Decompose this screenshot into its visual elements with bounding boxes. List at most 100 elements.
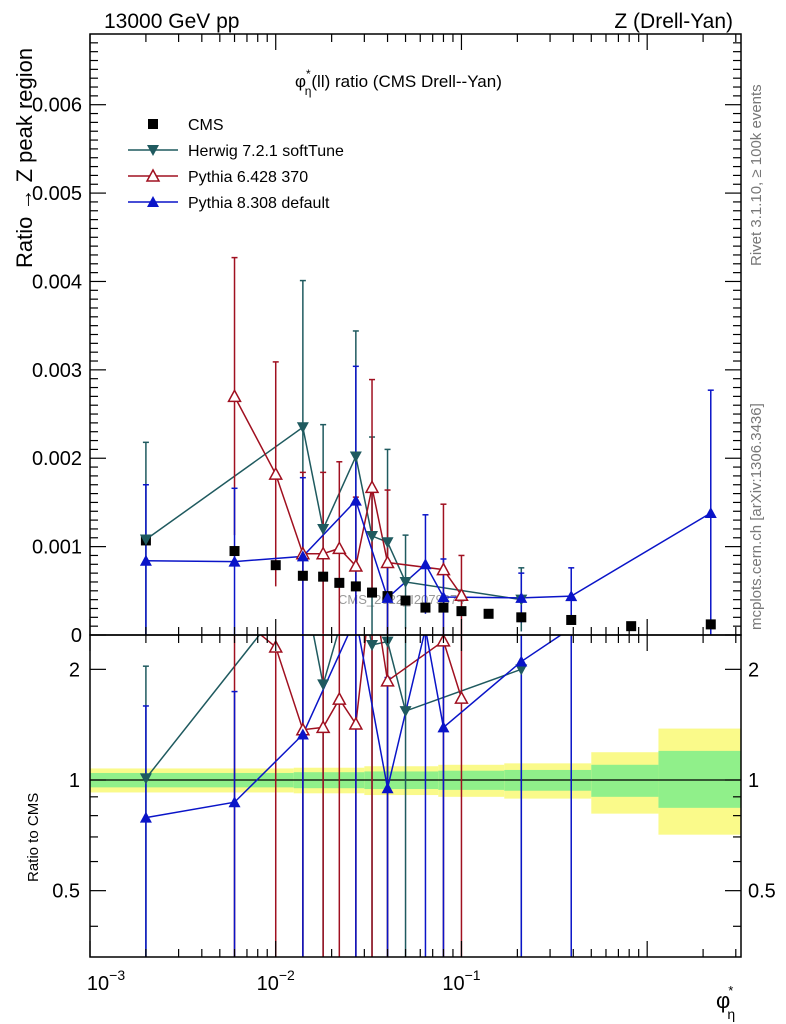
main-series-2-point-6 [364, 479, 380, 494]
ratio-series-1-point-9 [454, 690, 469, 704]
ratio-ytick-2: 2 [69, 659, 80, 681]
main-series-0-point-7 [367, 587, 378, 598]
xtick-1-base: 10 [257, 973, 279, 995]
xtick-0: 10−3 [87, 967, 125, 995]
legend-label-2: Pythia 6.428 370 [188, 169, 308, 186]
ratio-series-0-point-6 [399, 706, 412, 718]
main-series-3-point-7 [515, 591, 528, 603]
ratio-series-2-point-6 [437, 721, 450, 733]
main-series-2-point-5 [348, 558, 364, 572]
ratio-series-2 [142, 635, 572, 957]
main-series-3-point-2 [296, 550, 309, 562]
main-series-0-point-6 [350, 581, 361, 592]
ratio-series-2-point-7 [515, 655, 528, 667]
main-series-0-point-5 [334, 577, 345, 588]
header-left: 13000 GeV pp [104, 10, 239, 33]
legend-marker-0 [148, 119, 158, 129]
main-ytick-5: 0.005 [32, 183, 82, 205]
legend-item-0: CMS [148, 117, 224, 134]
xtick-2-exp: −1 [465, 967, 481, 983]
legend-item-3: Pythia 8.308 default [128, 195, 330, 212]
ratio-uncertainty-bands [90, 728, 741, 835]
title-phi: φ [295, 72, 306, 91]
ratio-series-0-point-4 [366, 639, 379, 651]
legend-marker-1 [147, 145, 159, 156]
main-series-0-point-10 [420, 602, 431, 613]
legend: CMS Herwig 7.2.1 softTune Pythia 6.428 370… [128, 117, 344, 212]
ratio-series-1 [233, 635, 463, 957]
xlabel-star: * [728, 983, 733, 998]
title-star: * [306, 67, 311, 81]
main-series-0-point-11 [438, 602, 449, 613]
legend-item-1: Herwig 7.2.1 softTune [128, 143, 344, 160]
axis-ticks [89, 34, 741, 957]
ratio-series-0-point-2 [317, 679, 330, 691]
title-eta: η [305, 84, 312, 98]
ratio-series-2-point-2 [296, 728, 309, 740]
legend-label-1: Herwig 7.2.1 softTune [188, 143, 344, 160]
legend-label-3: Pythia 8.308 default [188, 195, 330, 212]
main-series-2 [231, 256, 465, 635]
main-plot-series [139, 256, 717, 635]
main-series-0-point-17 [705, 619, 716, 630]
main-series-0-point-4 [318, 571, 329, 582]
main-series-0-point-16 [626, 621, 637, 632]
legend-item-2: Pythia 6.428 370 [128, 168, 308, 186]
ratio-ytick-right-2: 2 [748, 659, 759, 681]
band-inner-6 [658, 750, 741, 808]
main-series-1 [142, 279, 525, 635]
main-series-2-point-7 [380, 554, 395, 569]
ratio-series-1-point-7 [380, 673, 395, 687]
main-series-0-point-2 [270, 560, 281, 571]
main-series-0-point-14 [516, 612, 527, 623]
main-series-2-point-8 [436, 562, 451, 576]
xtick-2: 10−1 [442, 967, 480, 995]
main-series-3-point-9 [704, 507, 717, 519]
ratio-series-1-point-4 [332, 691, 347, 705]
main-series-0-point-1 [229, 546, 240, 557]
main-series-2-point-3 [315, 546, 331, 560]
main-ytick-6: 0.006 [32, 95, 82, 117]
main-series-2-line [233, 396, 463, 596]
main-title: φ* η(ll) ratio (CMS Drell--Yan) [295, 67, 502, 98]
xlabel-eta: η [727, 1006, 735, 1022]
band-inner-5 [591, 764, 659, 797]
ratio-series-1-line [259, 635, 463, 731]
ratio-series-0-point-0 [139, 773, 152, 785]
xtick-1: 10−2 [257, 967, 295, 995]
main-series-3-point-5 [419, 558, 432, 570]
main-series-3-point-0 [139, 554, 152, 566]
main-series-1-line [145, 426, 522, 601]
main-series-0-point-3 [297, 570, 308, 581]
ratio-series-2-point-1 [228, 796, 241, 808]
main-series-0-point-15 [566, 614, 577, 625]
legend-marker-2 [145, 168, 161, 182]
main-ytick-0: 0 [71, 625, 82, 647]
ratio-frame [89, 634, 742, 958]
main-ytick-1: 0.001 [32, 537, 82, 559]
main-ytick-3: 0.003 [32, 360, 82, 382]
title-rest: (ll) ratio (CMS Drell--Yan) [311, 72, 501, 91]
ratio-series-0-point-7 [515, 664, 528, 676]
ratio-series-1-point-5 [348, 716, 364, 730]
main-series-3-point-8 [565, 590, 578, 602]
ratio-ytick-right-0: 0.5 [748, 881, 776, 903]
main-series-1-point-4 [366, 531, 379, 543]
main-series-1-point-6 [399, 576, 412, 588]
xtick-1-exp: −2 [279, 967, 295, 983]
ratio-series-0 [142, 635, 523, 957]
main-series-1-point-2 [317, 523, 330, 535]
xlabel-phi: φ [716, 988, 730, 1013]
header-right: Z (Drell-Yan) [614, 10, 733, 33]
main-series-3-point-1 [228, 555, 241, 567]
xlabel: φ* η [716, 983, 735, 1022]
main-ytick-2: 0.002 [32, 448, 82, 470]
main-series-0-point-9 [400, 595, 411, 606]
main-series-2-point-0 [227, 388, 242, 403]
main-ytick-4: 0.004 [32, 271, 82, 293]
main-series-1-point-1 [296, 422, 309, 434]
ratio-plot-series [139, 635, 572, 957]
main-series-3-point-4 [381, 591, 394, 603]
main-series-1-point-5 [381, 537, 394, 549]
